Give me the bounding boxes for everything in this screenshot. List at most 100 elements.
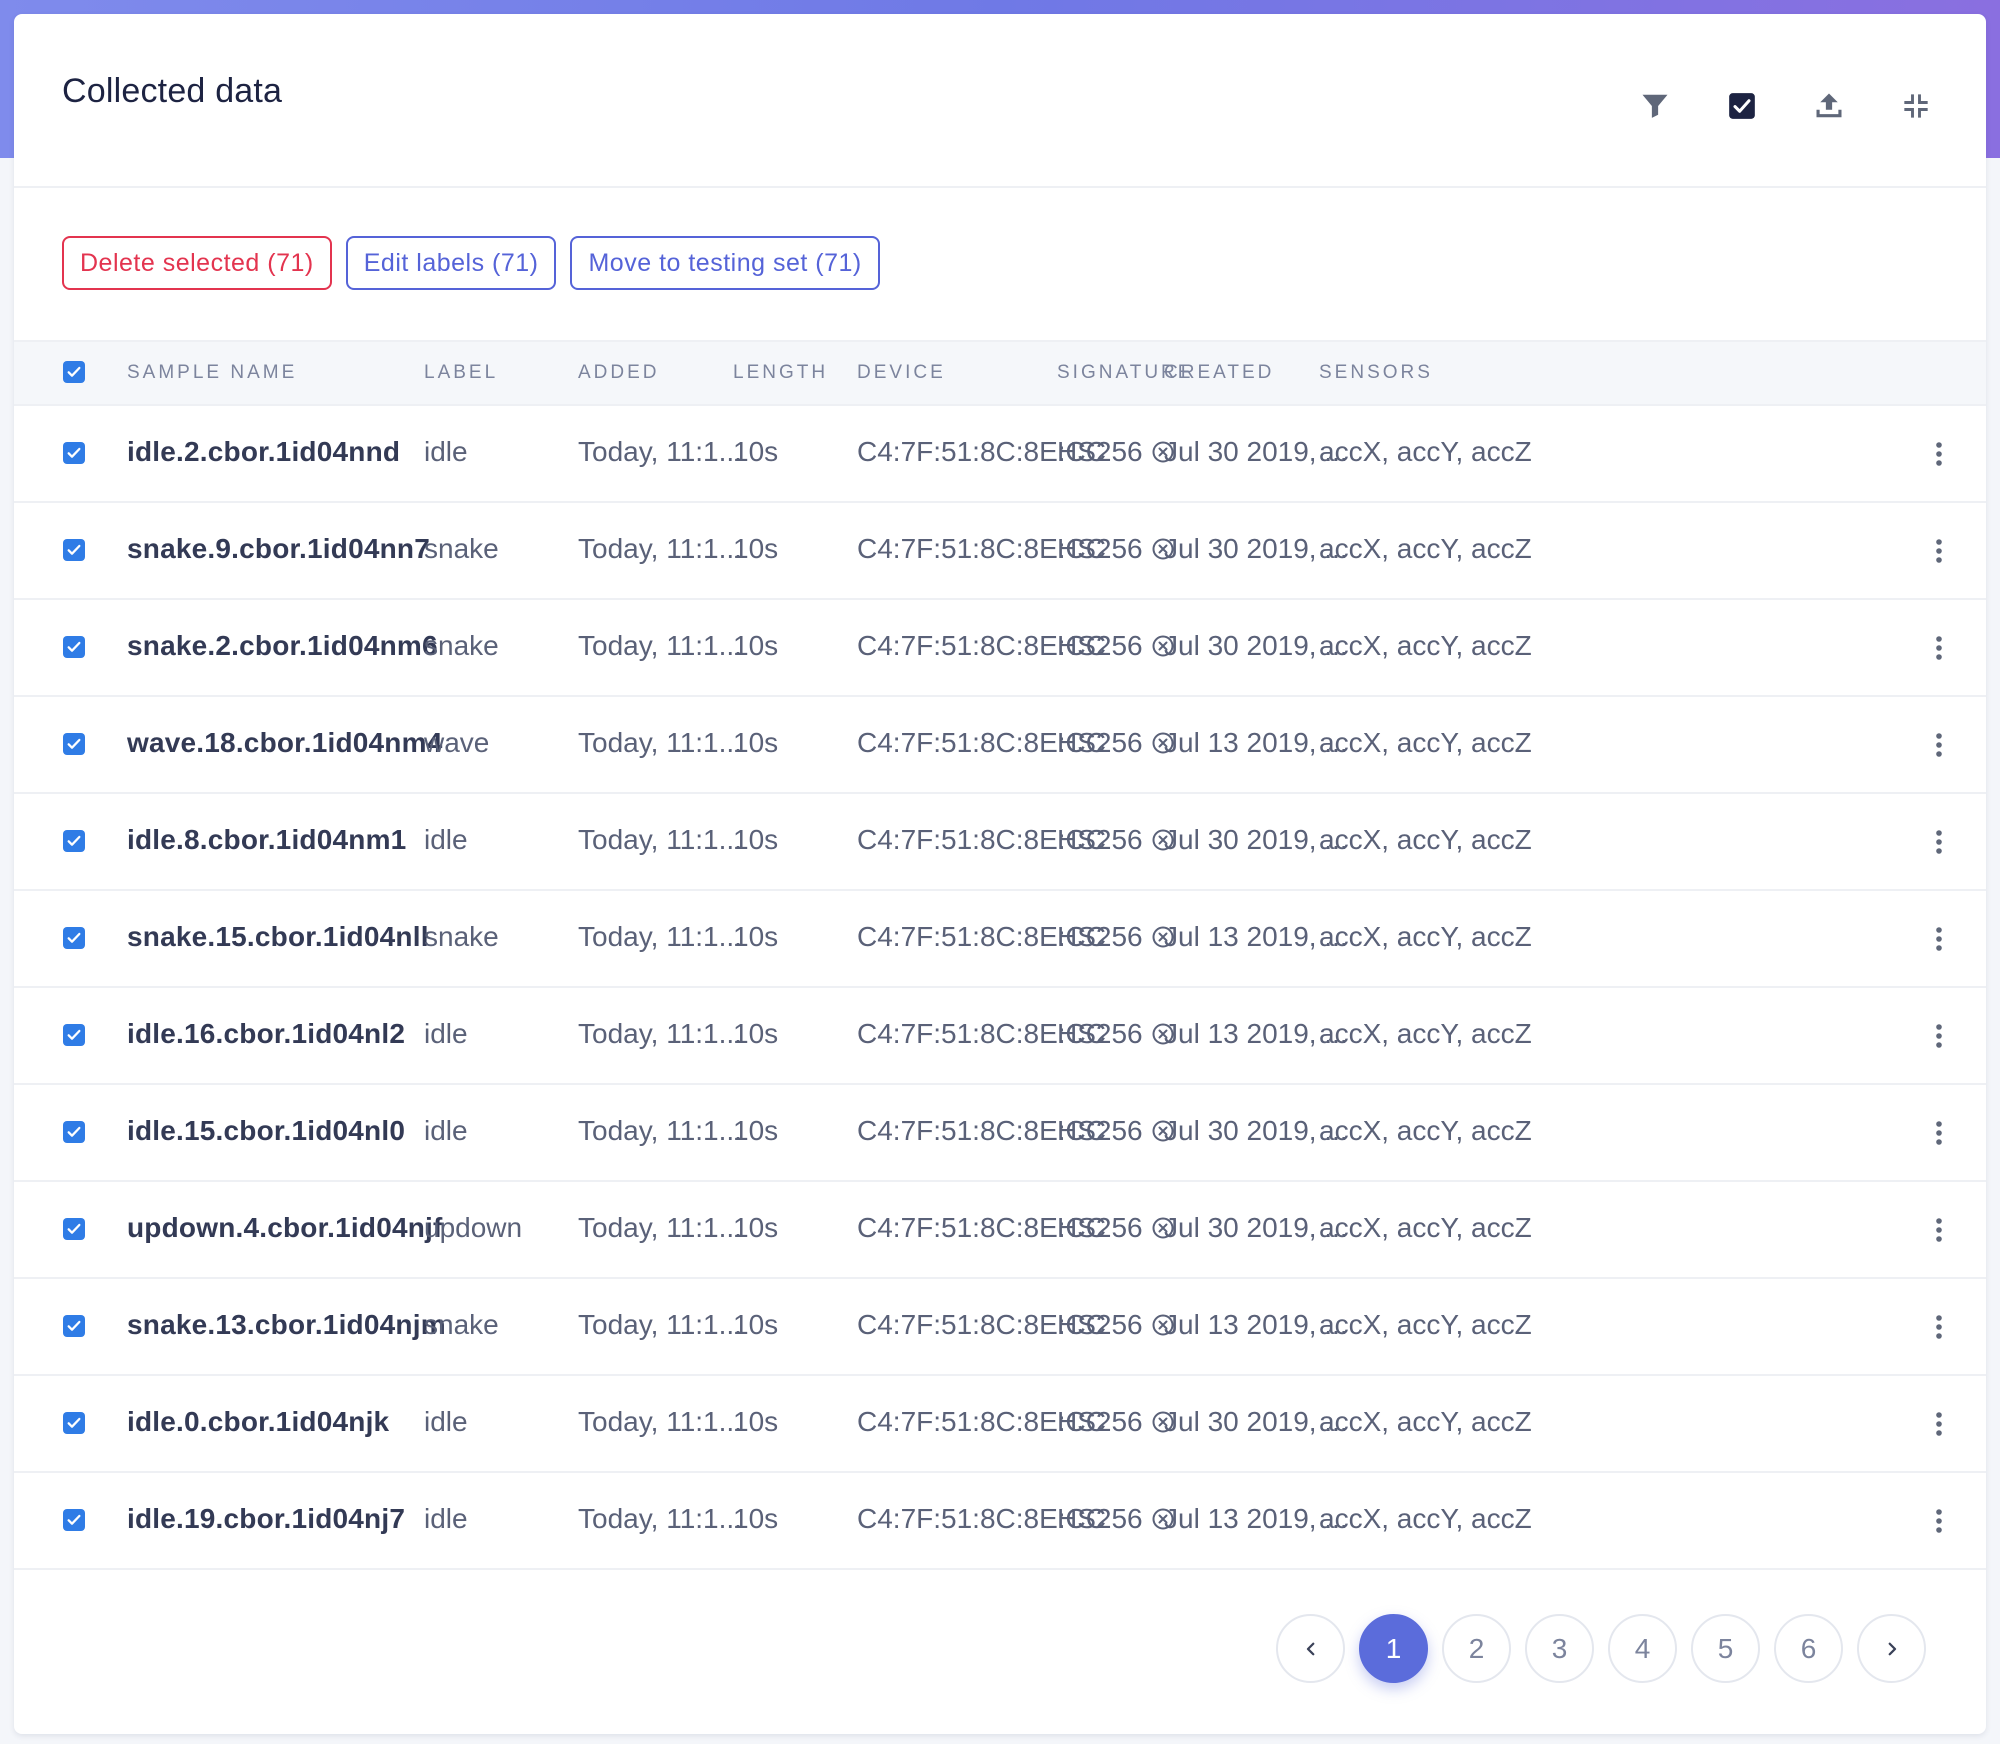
table-row[interactable]: snake.9.cbor.1id04nn7 snake Today, 11:1...… [14,503,1986,600]
sample-name-cell-text: snake.9.cbor.1id04nn7 [127,533,431,564]
length-cell: 10s [733,824,778,856]
device-cell-text: C4:7F:51:8C:8E:CC [857,533,1106,564]
row-menu-button[interactable] [1930,1018,1948,1054]
table-row[interactable]: snake.2.cbor.1id04nm6 snake Today, 11:1...… [14,600,1986,697]
sample-name-cell[interactable]: snake.9.cbor.1id04nn7 [127,533,430,565]
row-menu-button[interactable] [1930,630,1948,666]
row-checkbox[interactable] [63,1509,85,1531]
signature-invalid-icon [1151,827,1175,859]
filter-icon [1642,94,1668,118]
table-row[interactable]: idle.16.cbor.1id04nl2 idle Today, 11:1... 1… [14,988,1986,1085]
table-row[interactable]: wave.18.cbor.1id04nm4 wave Today, 11:1... 1… [14,697,1986,794]
table-row[interactable]: snake.15.cbor.1id04nll snake Today, 11:1..… [14,891,1986,988]
signature-cell-text: HS256 [1057,533,1143,564]
select-all-checkbox[interactable] [63,361,85,383]
next-page-button[interactable] [1857,1614,1926,1683]
added-cell-text: Today, 11:1... [578,1115,742,1146]
samples-table: SAMPLE NAME LABEL ADDED LENGTH DEVICE SI… [14,340,1986,1570]
created-cell: Jul 30 2019, ... [1164,533,1348,565]
label-cell: idle [424,1406,468,1438]
table-row[interactable]: idle.19.cbor.1id04nj7 idle Today, 11:1... 1… [14,1473,1986,1570]
table-row[interactable]: idle.15.cbor.1id04nl0 idle Today, 11:1... 1… [14,1085,1986,1182]
device-cell: C4:7F:51:8C:8E:CC [857,1309,1106,1341]
row-checkbox[interactable] [63,1218,85,1240]
sample-name-cell[interactable]: updown.4.cbor.1id04njf [127,1212,443,1244]
sensors-cell: accX, accY, accZ [1319,1503,1532,1535]
row-checkbox[interactable] [63,927,85,949]
table-row[interactable]: snake.13.cbor.1id04njm snake Today, 11:1..… [14,1279,1986,1376]
move-to-testing-button[interactable]: Move to testing set (71) [570,236,880,290]
signature-cell-text: HS256 [1057,727,1143,758]
label-cell-text: idle [424,1115,468,1146]
table-row[interactable]: updown.4.cbor.1id04njf updown Today, 11:1.… [14,1182,1986,1279]
page-6-button[interactable]: 6 [1774,1614,1843,1683]
sample-name-cell[interactable]: snake.15.cbor.1id04nll [127,921,429,953]
row-checkbox[interactable] [63,442,85,464]
table-row[interactable]: idle.0.cbor.1id04njk idle Today, 11:1... 10… [14,1376,1986,1473]
previous-page-button[interactable] [1276,1614,1345,1683]
page-3-button[interactable]: 3 [1525,1614,1594,1683]
collapse-button[interactable] [1896,86,1936,126]
row-checkbox[interactable] [63,1315,85,1337]
row-menu-button[interactable] [1930,436,1948,472]
added-cell: Today, 11:1... [578,436,742,468]
signature-cell-text: HS256 [1057,1115,1143,1146]
row-checkbox[interactable] [63,1121,85,1143]
table-row[interactable]: idle.2.cbor.1id04nnd idle Today, 11:1... 10… [14,406,1986,503]
row-menu-button[interactable] [1930,1503,1948,1539]
sample-name-cell[interactable]: idle.15.cbor.1id04nl0 [127,1115,405,1147]
row-checkbox[interactable] [63,830,85,852]
column-sample-name[interactable]: SAMPLE NAME [127,362,298,383]
signature-cell-text: HS256 [1057,1018,1143,1049]
sample-name-cell[interactable]: idle.16.cbor.1id04nl2 [127,1018,405,1050]
added-cell-text: Today, 11:1... [578,1018,742,1049]
sample-name-cell-text: idle.15.cbor.1id04nl0 [127,1115,406,1146]
row-menu-button[interactable] [1930,921,1948,957]
upload-button[interactable] [1809,86,1849,126]
edit-labels-button[interactable]: Edit labels (71) [345,236,557,290]
select-mode-button[interactable] [1722,86,1762,126]
row-checkbox[interactable] [63,539,85,561]
added-cell: Today, 11:1... [578,1212,742,1244]
column-signature[interactable]: SIGNATURE [1057,362,1194,383]
signature-cell: HS256 [1057,824,1175,859]
sample-name-cell[interactable]: wave.18.cbor.1id04nm4 [127,727,442,759]
row-menu-button[interactable] [1930,824,1948,860]
page-4-button[interactable]: 4 [1608,1614,1677,1683]
row-menu-button[interactable] [1930,1212,1948,1248]
filter-button[interactable] [1635,86,1675,126]
column-added[interactable]: ADDED [578,362,660,383]
column-device[interactable]: DEVICE [857,362,946,383]
signature-cell: HS256 [1057,921,1175,956]
row-menu-button[interactable] [1930,1406,1948,1442]
sample-name-cell[interactable]: snake.13.cbor.1id04njm [127,1309,446,1341]
label-cell: snake [424,921,499,953]
page-1-button[interactable]: 1 [1359,1614,1428,1683]
row-menu-button[interactable] [1930,533,1948,569]
sample-name-cell[interactable]: idle.19.cbor.1id04nj7 [127,1503,405,1535]
row-checkbox[interactable] [63,733,85,755]
device-cell: C4:7F:51:8C:8E:CC [857,533,1106,565]
device-cell-text: C4:7F:51:8C:8E:CC [857,1503,1106,1534]
row-menu-button[interactable] [1930,727,1948,763]
delete-selected-button[interactable]: Delete selected (71) [62,236,332,290]
column-created[interactable]: CREATED [1164,362,1275,383]
row-checkbox[interactable] [63,636,85,658]
page-5-button[interactable]: 5 [1691,1614,1760,1683]
sample-name-cell[interactable]: snake.2.cbor.1id04nm6 [127,630,438,662]
sample-name-cell[interactable]: idle.0.cbor.1id04njk [127,1406,389,1438]
row-menu-button[interactable] [1930,1309,1948,1345]
column-length[interactable]: LENGTH [733,362,829,383]
row-menu-button[interactable] [1930,1115,1948,1151]
row-checkbox[interactable] [63,1412,85,1434]
length-cell: 10s [733,1309,778,1341]
table-row[interactable]: idle.8.cbor.1id04nm1 idle Today, 11:1... 10… [14,794,1986,891]
page-2-button[interactable]: 2 [1442,1614,1511,1683]
sample-name-cell[interactable]: idle.2.cbor.1id04nnd [127,436,400,468]
column-sensors[interactable]: SENSORS [1319,362,1433,383]
column-label[interactable]: LABEL [424,362,499,383]
row-checkbox[interactable] [63,1024,85,1046]
signature-cell: HS256 [1057,1309,1175,1344]
signature-cell-text: HS256 [1057,436,1143,467]
sample-name-cell[interactable]: idle.8.cbor.1id04nm1 [127,824,406,856]
